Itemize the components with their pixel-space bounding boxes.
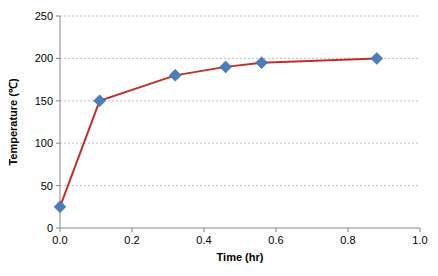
grid-line (60, 185, 420, 186)
y-tick-label: 200 (35, 52, 53, 64)
x-axis (60, 228, 420, 229)
data-point (256, 57, 268, 69)
x-tick (60, 228, 61, 232)
y-tick (56, 185, 60, 186)
x-tick-label: 0.4 (196, 234, 211, 246)
grid-line (60, 16, 420, 17)
data-line (60, 58, 377, 206)
y-tick (56, 143, 60, 144)
y-tick-label: 100 (35, 137, 53, 149)
x-tick (204, 228, 205, 232)
y-tick-label: 150 (35, 95, 53, 107)
y-tick-label: 250 (35, 10, 53, 22)
y-axis-title: Temperature (℃) (7, 78, 19, 166)
x-tick (420, 228, 421, 232)
y-axis (60, 16, 61, 228)
grid-line (60, 100, 420, 101)
data-point (94, 95, 106, 107)
x-tick-label: 0.6 (268, 234, 283, 246)
chart-svg: 0 50 100 150 200 250 0.0 0.2 0.4 0.6 0.8 1.0 Time (h… (0, 0, 438, 276)
y-tick-label: 0 (47, 222, 53, 234)
data-point (54, 201, 66, 213)
x-tick (276, 228, 277, 232)
y-tick (56, 58, 60, 59)
y-tick (56, 16, 60, 17)
data-point (220, 61, 232, 73)
x-tick (348, 228, 349, 232)
data-point (169, 69, 181, 81)
grid-line (60, 143, 420, 144)
x-tick (132, 228, 133, 232)
y-tick (56, 228, 60, 229)
data-point (371, 52, 383, 64)
x-tick-label: 0.8 (340, 234, 355, 246)
x-tick-label: 1.0 (412, 234, 427, 246)
chart-container: 0 50 100 150 200 250 0.0 0.2 0.4 0.6 0.8 1.0 Time (h… (0, 0, 438, 276)
x-tick-label: 0.0 (52, 234, 67, 246)
y-tick (56, 100, 60, 101)
plot-area (54, 52, 383, 212)
x-tick-label: 0.2 (124, 234, 139, 246)
x-axis-title: Time (hr) (217, 251, 264, 263)
y-tick-label: 50 (41, 180, 53, 192)
